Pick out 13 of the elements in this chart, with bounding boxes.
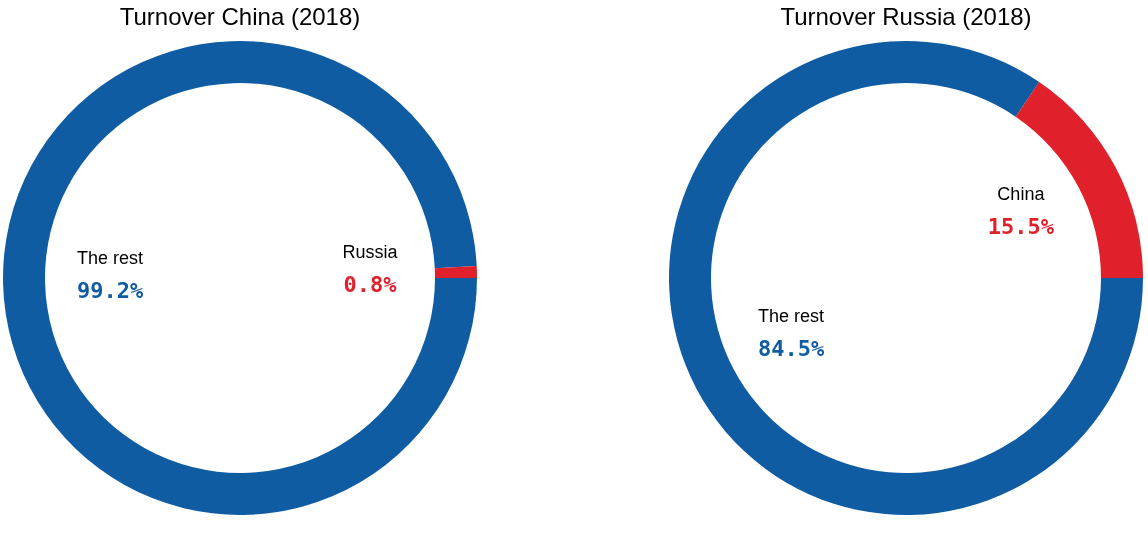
data-label: 99.2% <box>76 278 144 304</box>
slice-label: The rest <box>77 248 144 269</box>
donut-slice <box>3 41 477 515</box>
donut-slice <box>434 266 477 278</box>
data-label: 15.5% <box>987 214 1055 240</box>
data-label: 84.5% <box>757 335 825 361</box>
slice-label: China <box>997 184 1046 205</box>
chart-title: Turnover China (2018) <box>119 3 361 30</box>
donut-slice <box>669 41 1143 515</box>
slice-label: The rest <box>758 305 825 326</box>
slice-label: Russia <box>342 241 399 262</box>
chart-title: Turnover Russia (2018) <box>780 3 1032 30</box>
data-label: 0.8% <box>343 271 398 297</box>
